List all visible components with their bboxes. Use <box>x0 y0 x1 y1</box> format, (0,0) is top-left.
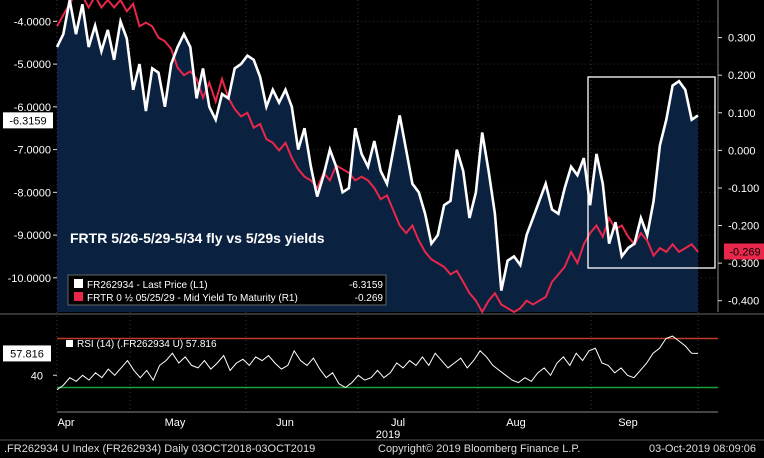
last-yield-tag-label: -0.269 <box>729 246 760 258</box>
right-axis-tick-label: -0.400 <box>728 296 759 308</box>
x-axis-month-label: Aug <box>506 417 526 429</box>
left-axis-tick-label: -8.0000 <box>14 187 51 199</box>
rsi-series-line <box>56 335 699 391</box>
right-axis-tick-label: 0.100 <box>728 108 756 120</box>
legend-value: -0.269 <box>355 293 384 304</box>
rsi-last-tag <box>3 345 51 362</box>
left-axis-tick-label: -6.0000 <box>14 102 51 114</box>
right-axis-tick-label: -0.200 <box>728 221 759 233</box>
last-price-tag-label: -6.3159 <box>9 115 46 127</box>
right-axis-tick-label: 0.200 <box>728 70 756 82</box>
right-axis-tick-label: 0.300 <box>728 33 756 45</box>
footer-left: .FR262934 U Index (FR262934) Daily 03OCT… <box>4 443 316 455</box>
rsi-axis-tick-label: 40 <box>31 370 43 382</box>
legend-label: FR262934 - Last Price (L1) <box>87 280 208 291</box>
last-yield-tag <box>724 243 764 260</box>
chart-title: FRTR 5/26-5/29-5/34 fly vs 5/29s yields <box>70 230 325 246</box>
legend-swatch <box>74 279 83 288</box>
last-price-tag <box>3 112 53 129</box>
legend-swatch <box>74 292 83 301</box>
left-axis-tick-label: -5.0000 <box>14 59 51 71</box>
legend-box <box>67 274 387 306</box>
legend-label: FRTR 0 ½ 05/25/29 - Mid Yield To Maturit… <box>87 293 298 304</box>
price-series-line <box>55 0 699 291</box>
x-axis-month-label: Jun <box>276 417 294 429</box>
left-axis-tick-label: -10.0000 <box>8 273 51 285</box>
x-axis-year-label: 2019 <box>376 429 400 441</box>
rsi-plot-area <box>57 314 718 412</box>
right-axis-tick-label: -0.100 <box>728 183 759 195</box>
left-axis-tick-label: -9.0000 <box>14 230 51 242</box>
footer-timestamp: 03-Oct-2019 08:09:06 <box>648 443 756 455</box>
x-axis-month-label: Apr <box>57 417 74 429</box>
right-axis-tick-label: 0.000 <box>728 145 756 157</box>
footer-copyright: Copyright© 2019 Bloomberg Finance L.P. <box>378 443 581 455</box>
x-axis-month-label: May <box>165 417 186 429</box>
rsi-last-tag-label: 57.816 <box>10 348 44 360</box>
x-axis-month-label: Sep <box>618 417 638 429</box>
left-axis-tick-label: -7.0000 <box>14 145 51 157</box>
right-axis-tick-label: -0.300 <box>728 258 759 270</box>
left-axis-tick-label: -4.0000 <box>14 16 51 28</box>
rsi-legend-swatch <box>66 340 73 347</box>
x-axis-month-label: Jul <box>391 417 405 429</box>
rsi-legend-label: RSI (14) (.FR262934 U) 57.816 <box>77 339 217 350</box>
yield-series-line <box>56 0 699 315</box>
legend-value: -6.3159 <box>349 280 383 291</box>
highlight-box <box>587 76 716 269</box>
footer-bar: .FR262934 U Index (FR262934) Daily 03OCT… <box>0 440 764 458</box>
